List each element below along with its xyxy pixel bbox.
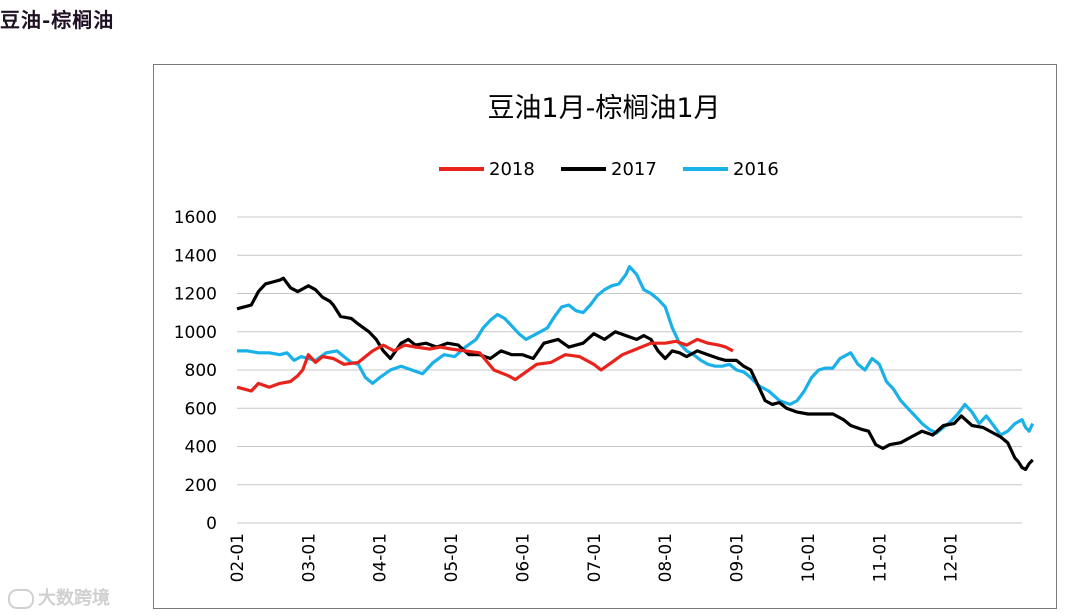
watermark-text: 大数跨境 (38, 588, 110, 609)
watermark: 大数跨境 (8, 584, 110, 610)
y-tick-label: 400 (185, 438, 217, 458)
series-line-2016 (237, 265, 1035, 437)
x-tick-label: 04-01 (371, 533, 391, 582)
page-heading: 豆油-棕榈油 (0, 8, 115, 32)
chart-frame: 豆油1月-棕榈油1月 2018 2017 2016 0 200 400 600 800 100… (153, 64, 1057, 609)
legend-label-2016: 2016 (733, 159, 779, 180)
y-tick-label: 1200 (174, 285, 217, 305)
x-tick-label: 06-01 (513, 533, 533, 582)
y-tick-label: 1000 (174, 323, 217, 343)
y-tick-label: 0 (206, 514, 217, 534)
series-line-2017 (236, 276, 1034, 471)
x-tick-label: 03-01 (299, 533, 319, 582)
line-chart: 豆油1月-棕榈油1月 2018 2017 2016 0 200 400 600 800 100… (174, 93, 1035, 582)
x-tick-label: 08-01 (656, 533, 676, 582)
x-tick-label: 07-01 (585, 533, 605, 582)
y-tick-label: 1400 (174, 246, 217, 266)
legend-label-2018: 2018 (489, 159, 535, 180)
series-layer (236, 265, 1035, 471)
x-tick-label: 05-01 (442, 533, 462, 582)
legend-label-2017: 2017 (611, 159, 657, 180)
x-tick-label: 12-01 (942, 533, 962, 582)
x-tick-label: 10-01 (799, 533, 819, 582)
x-axis: 02-01 03-01 04-01 05-01 06-01 07-01 08-01 09-01… (228, 533, 962, 582)
y-tick-label: 800 (185, 361, 217, 381)
chart-legend: 2018 2017 2016 (439, 159, 779, 180)
y-tick-label: 200 (185, 476, 217, 496)
watermark-logo-icon (8, 589, 34, 609)
x-tick-label: 02-01 (228, 533, 248, 582)
x-tick-label: 11-01 (870, 533, 890, 582)
y-tick-label: 600 (185, 399, 217, 419)
x-tick-label: 09-01 (728, 533, 748, 582)
chart-grid (237, 216, 1022, 524)
y-axis: 0 200 400 600 800 1000 1200 1400 1600 (174, 208, 217, 534)
series-line-2018 (236, 337, 734, 393)
y-tick-label: 1600 (174, 208, 217, 228)
chart-title: 豆油1月-棕榈油1月 (487, 93, 720, 124)
